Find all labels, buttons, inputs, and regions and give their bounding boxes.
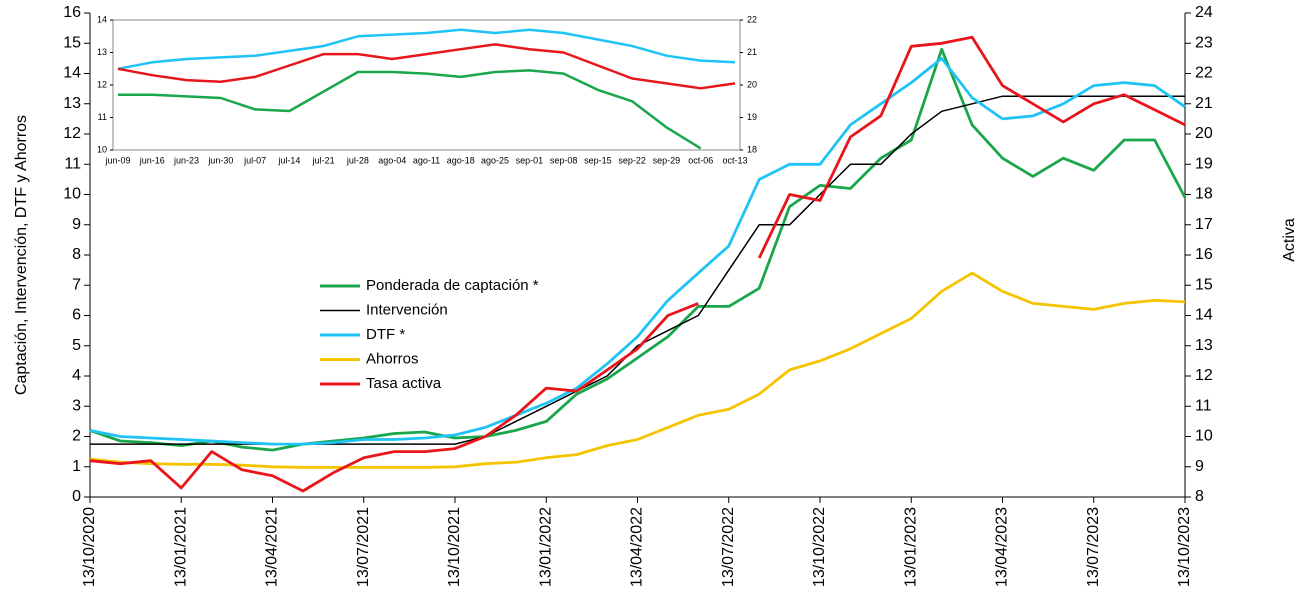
x-tick-label: 13/07/2021 (355, 507, 372, 587)
y2-tick-label: 16 (1195, 246, 1213, 263)
y2-tick-label: 20 (1195, 125, 1213, 142)
y-tick-label: 11 (64, 155, 81, 172)
y2-tick-label: 18 (747, 144, 757, 154)
x-tick-label: ago-18 (447, 155, 475, 165)
x-tick-label: 13/01/2021 (172, 507, 189, 587)
y-tick-label: 1 (72, 458, 81, 475)
y2-tick-label: 20 (747, 79, 757, 89)
legend-label: DTF * (366, 326, 405, 343)
series-line (89, 57, 1186, 446)
plot: 10 11 12 13 14 18 19 20 21 22 jun-09 jun-16 jun-23 ju… (97, 14, 757, 165)
y2-tick-label: 22 (747, 14, 757, 24)
legend-label: Ahorros (366, 350, 419, 367)
series-line (118, 69, 702, 150)
x-tick-label: sep-15 (584, 155, 612, 165)
x-tick-label: oct-13 (722, 155, 747, 165)
x-tick-label: 13/01/2023 (902, 507, 919, 587)
y2-tick-label: 15 (1195, 276, 1213, 293)
y2-axis-label: Activa (1281, 218, 1298, 262)
x-tick-label: sep-22 (618, 155, 646, 165)
y2-tick-label: 19 (1195, 155, 1213, 172)
y-tick-label: 14 (63, 65, 81, 82)
x-tick-label: jul-28 (346, 155, 369, 165)
y2-tick-label: 21 (747, 47, 757, 57)
series-line (89, 47, 1187, 452)
y2-tick-label: 17 (1195, 216, 1213, 233)
x-tick-label: jun-16 (139, 155, 165, 165)
x-tick-label: jun-23 (173, 155, 199, 165)
x-tick-label: 13/07/2023 (1085, 507, 1102, 587)
y-tick-label: 10 (63, 186, 81, 203)
x-tick-label: 13/07/2022 (720, 507, 737, 587)
y-tick-label: 2 (72, 428, 81, 445)
legend-label: Intervención (366, 301, 448, 318)
y2-tick-label: 19 (747, 112, 757, 122)
series-line (89, 35, 1186, 493)
y-axis-label: Captación, Intervención, DTF y Ahorros (13, 115, 30, 395)
y-tick-label: 12 (97, 79, 107, 89)
plot: 0123456789101112131415168910111213141516… (63, 4, 1213, 587)
y2-tick-label: 10 (1195, 428, 1213, 445)
y-tick-label: 6 (72, 307, 81, 324)
legend-label: Tasa activa (366, 375, 442, 392)
y2-tick-label: 9 (1195, 458, 1204, 475)
x-tick-label: jun-09 (104, 155, 130, 165)
x-tick-label: sep-29 (653, 155, 681, 165)
x-tick-label: jul-21 (312, 155, 335, 165)
y2-tick-label: 11 (1195, 397, 1212, 414)
x-tick-label: 13/10/2021 (446, 507, 463, 587)
x-tick-label: 13/10/2022 (811, 507, 828, 587)
x-tick-label: 13/01/2022 (537, 507, 554, 587)
x-tick-label: ago-04 (378, 155, 406, 165)
y-tick-label: 8 (72, 246, 81, 263)
legend-label: Ponderada de captación * (366, 277, 539, 294)
y2-tick-label: 12 (1195, 367, 1213, 384)
x-tick-label: sep-08 (550, 155, 578, 165)
y-tick-label: 10 (97, 144, 107, 154)
x-tick-label: ago-11 (413, 155, 440, 165)
y-tick-label: 15 (63, 34, 81, 51)
y2-tick-label: 13 (1195, 337, 1213, 354)
y-tick-label: 3 (72, 397, 81, 414)
series-line (117, 28, 736, 71)
x-tick-label: oct-06 (688, 155, 713, 165)
x-tick-label: 13/04/2021 (264, 507, 281, 587)
series-line (89, 271, 1186, 469)
x-tick-label: jul-07 (243, 155, 266, 165)
y-tick-label: 13 (97, 47, 107, 57)
y2-tick-label: 14 (1195, 307, 1213, 324)
series-line (117, 43, 736, 90)
y-tick-label: 9 (72, 216, 81, 233)
inset-frame (112, 19, 741, 151)
x-tick-label: jul-14 (277, 155, 300, 165)
x-tick-label: jun-30 (207, 155, 233, 165)
y2-tick-label: 21 (1195, 95, 1213, 112)
x-tick-label: 13/10/2020 (81, 507, 98, 587)
x-tick-label: ago-25 (481, 155, 509, 165)
y-tick-label: 14 (97, 14, 107, 24)
y-tick-label: 4 (72, 367, 81, 384)
y2-tick-label: 22 (1195, 65, 1213, 82)
y2-tick-label: 18 (1195, 186, 1213, 203)
y-tick-label: 12 (63, 125, 81, 142)
y-tick-label: 5 (72, 337, 81, 354)
y2-tick-label: 23 (1195, 34, 1213, 51)
y-tick-label: 11 (98, 112, 107, 122)
x-tick-label: 13/10/2023 (1176, 507, 1193, 587)
x-tick-label: 13/04/2022 (629, 507, 646, 587)
y-tick-label: 7 (72, 276, 81, 293)
x-tick-label: 13/04/2023 (994, 507, 1011, 587)
y2-tick-label: 8 (1195, 488, 1204, 505)
y-tick-label: 16 (63, 4, 81, 21)
y2-tick-label: 24 (1195, 4, 1213, 21)
y-tick-label: 0 (72, 488, 81, 505)
y-tick-label: 13 (63, 95, 81, 112)
x-tick-label: sep-01 (516, 155, 544, 165)
